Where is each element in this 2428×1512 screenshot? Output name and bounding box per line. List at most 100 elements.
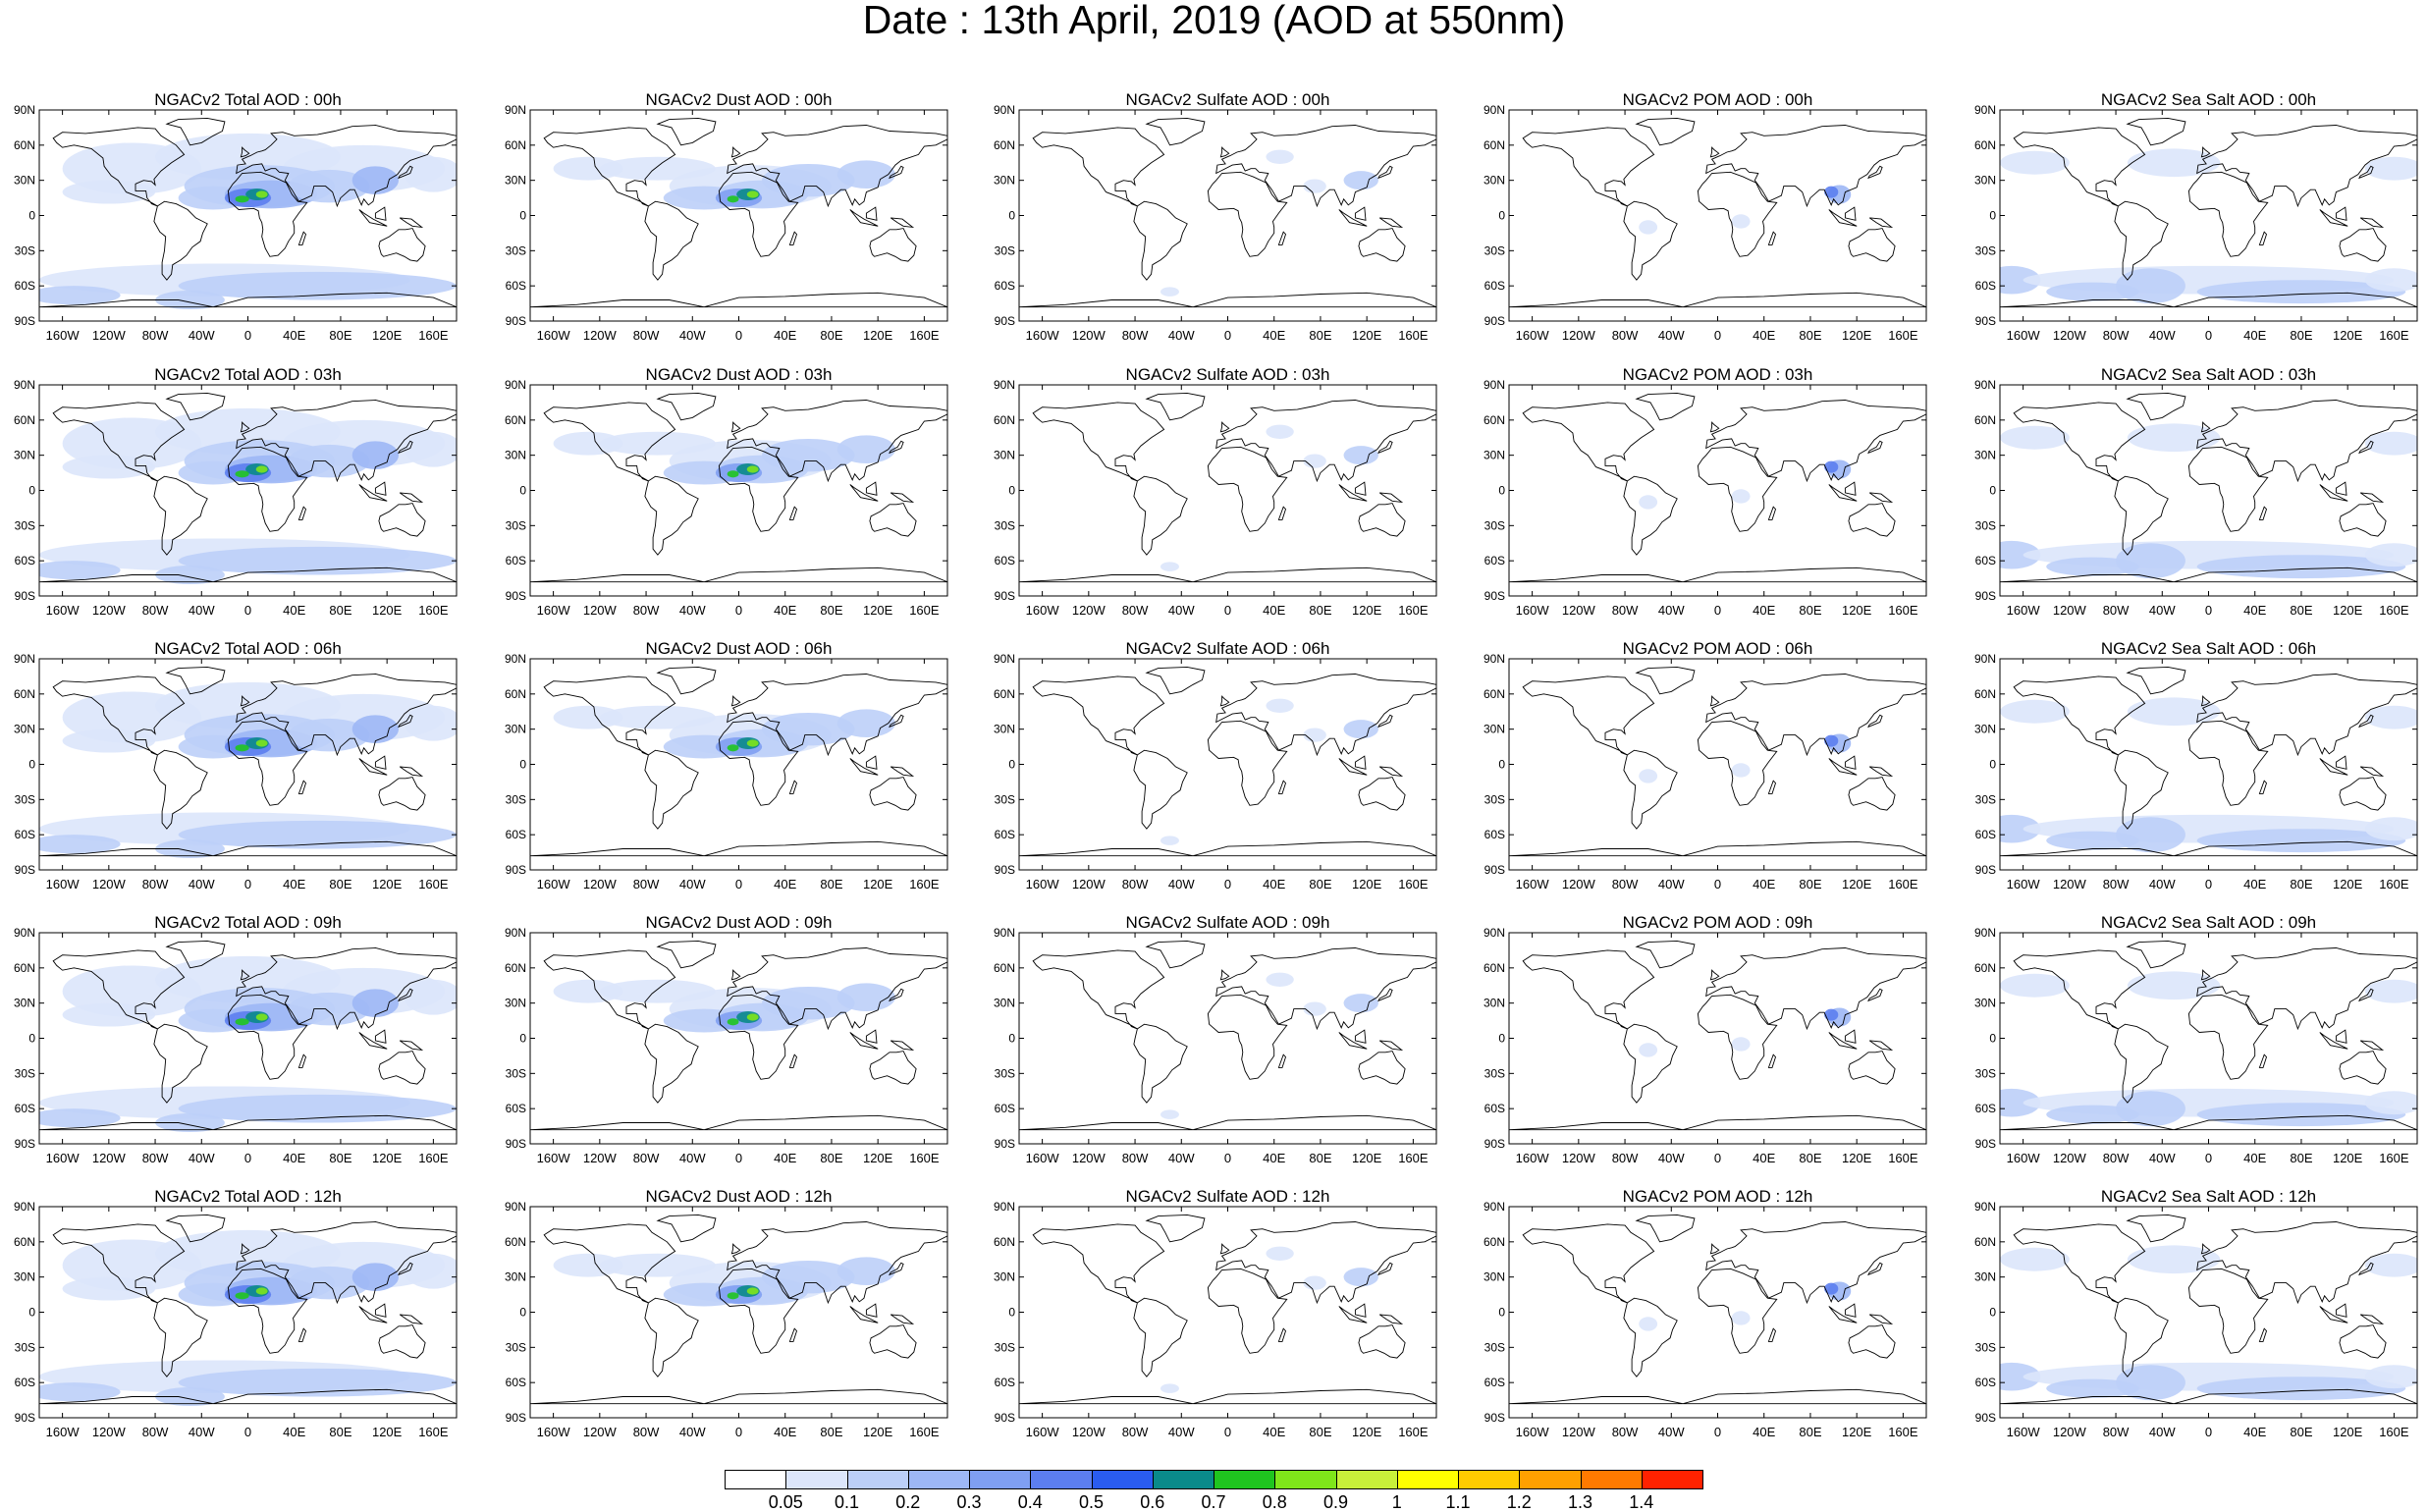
lon-tick-label: 160E	[1398, 1425, 1429, 1439]
lon-tick-label: 120W	[2053, 877, 2087, 891]
lat-tick-label: 90S	[1484, 1411, 1505, 1425]
lat-tick-label: 0	[1008, 484, 1015, 498]
colorbar-label: 0.4	[1017, 1492, 1043, 1512]
coastline	[2126, 666, 2186, 695]
aod-field-patch	[2364, 268, 2417, 293]
coastline	[1019, 1114, 1436, 1131]
lon-tick-label: 160W	[46, 1425, 81, 1439]
colorbar-swatch	[907, 1470, 970, 1489]
aod-field-patch	[351, 715, 399, 743]
map-panel-pom-row2: NGACv2 POM AOD : 03h 90N 60N 30N 0 30S 60S 90S 1…	[1470, 365, 1949, 621]
coastline	[1844, 481, 1857, 496]
coastline	[530, 292, 947, 308]
coastline	[1522, 675, 1655, 756]
coastline	[398, 714, 413, 729]
world-map: 90N 60N 30N 0 30S 60S 90S 160W 120W 80W 40W 0 40E 80E…	[505, 1200, 948, 1439]
aod-field-patch	[1639, 220, 1658, 235]
coastline	[153, 200, 208, 281]
lat-tick-label: 60S	[1975, 1376, 1996, 1389]
coastline	[1354, 481, 1367, 496]
coastline	[1697, 446, 1778, 532]
lon-tick-label: 160E	[1398, 603, 1429, 618]
lat-tick-label: 90N	[1484, 926, 1505, 940]
coastline	[1019, 292, 1436, 308]
map-panel-pom-row4: NGACv2 POM AOD : 09h 90N 60N 30N 0 30S 60S 90S 1…	[1470, 913, 1949, 1168]
coastline	[889, 1262, 904, 1276]
coastline	[1522, 127, 1655, 207]
lon-tick-label: 0	[244, 1425, 251, 1439]
lon-tick-label: 120E	[372, 1425, 403, 1439]
lon-tick-label: 0	[2205, 328, 2212, 343]
coastline	[718, 171, 799, 257]
lon-tick-label: 0	[2205, 1425, 2212, 1439]
coastline	[39, 1388, 457, 1405]
aod-field-patch	[2364, 156, 2417, 181]
coastline	[1867, 165, 1883, 180]
coastline	[2013, 1223, 2146, 1304]
world-map: 90N 60N 30N 0 30S 60S 90S 160W 120W 80W 40W 0 40E 80E…	[505, 652, 948, 891]
coastline	[890, 1314, 915, 1325]
coastline	[1509, 292, 1926, 308]
map-panel-dust-row2: NGACv2 Dust AOD : 03h 90N 60N 30N 0 30S 60S 90S…	[491, 365, 970, 621]
lon-tick-label: 80E	[1309, 1425, 1331, 1439]
coastline	[1145, 1214, 1206, 1243]
coastline	[1019, 1388, 1436, 1405]
aod-field-patch	[1303, 454, 1326, 468]
colorbar-swatch	[1396, 1470, 1459, 1489]
lon-tick-label: 40E	[283, 328, 305, 343]
lat-tick-label: 60N	[1484, 413, 1505, 427]
lon-tick-label: 80W	[1122, 1425, 1149, 1439]
coastline	[727, 674, 947, 757]
coastline	[1867, 1262, 1883, 1276]
coastline	[1019, 840, 1436, 857]
lon-tick-label: 120W	[2053, 603, 2087, 618]
lat-tick-label: 90S	[1484, 1137, 1505, 1151]
coastline	[1709, 1243, 1720, 1255]
coastline	[543, 949, 676, 1030]
world-map: 90N 60N 30N 0 30S 60S 90S 160W 120W 80W 40W 0 40E 80E…	[1484, 652, 1927, 891]
lon-tick-label: 120E	[1352, 1425, 1382, 1439]
aod-field-patch	[2364, 1365, 2417, 1389]
lon-tick-label: 0	[735, 603, 742, 618]
lon-tick-label: 160W	[537, 877, 571, 891]
lon-tick-label: 120E	[863, 877, 893, 891]
aod-field-patch	[1303, 1275, 1326, 1290]
lat-tick-label: 0	[1008, 1306, 1015, 1320]
lon-tick-label: 40E	[1753, 877, 1775, 891]
world-map: 90N 60N 30N 0 30S 60S 90S 160W 120W 80W 40W 0 40E 80E…	[14, 652, 458, 891]
lon-tick-label: 160W	[537, 328, 571, 343]
lat-tick-label: 30N	[1484, 1270, 1505, 1284]
aod-field-patch	[836, 435, 895, 464]
aod-field-patch	[553, 156, 623, 181]
coastline	[1709, 969, 1720, 981]
aod-field-patch	[746, 190, 759, 198]
lon-tick-label: 40E	[774, 1425, 796, 1439]
aod-field-patch	[351, 166, 399, 194]
colorbar-swatch	[1519, 1470, 1582, 1489]
lon-tick-label: 120W	[1072, 877, 1106, 891]
aod-field-patch	[235, 1018, 249, 1026]
coastline	[2258, 780, 2268, 794]
coastline	[1019, 567, 1436, 583]
map-panel-total-row2: NGACv2 Total AOD : 03h 90N 60N 30N 0 30S 60S 90…	[0, 365, 479, 621]
lon-tick-label: 160W	[537, 1425, 571, 1439]
coastline	[1378, 1040, 1404, 1052]
lat-tick-label: 0	[1008, 1032, 1015, 1046]
coastline	[165, 392, 226, 421]
coastline	[1377, 988, 1393, 1002]
aod-field-patch	[2000, 150, 2070, 175]
lat-tick-label: 90S	[995, 863, 1015, 877]
world-map: 90N 60N 30N 0 30S 60S 90S 160W 120W 80W 40W 0 40E 80E…	[505, 378, 948, 618]
lat-tick-label: 60S	[1484, 1102, 1505, 1115]
map-panel-sea_salt-row2: NGACv2 Sea Salt AOD : 03h 90N 60N 30N 0 30S 60…	[1961, 365, 2428, 621]
lon-tick-label: 120E	[372, 603, 403, 618]
panel-title: NGACv2 POM AOD : 06h	[1622, 639, 1813, 658]
map-panel-dust-row4: NGACv2 Dust AOD : 09h 90N 60N 30N 0 30S 60S 90S…	[491, 913, 970, 1168]
map-panel-sulfate-row4: NGACv2 Sulfate AOD : 09h 90N 60N 30N 0 30S 60S…	[980, 913, 1459, 1168]
world-map: 90N 60N 30N 0 30S 60S 90S 160W 120W 80W 40W 0 40E 80E…	[1974, 378, 2418, 618]
aod-field-patch	[2196, 1103, 2406, 1127]
lon-tick-label: 80E	[1309, 603, 1331, 618]
coastline	[399, 766, 424, 778]
map-panel-sea_salt-row1: NGACv2 Sea Salt AOD : 00h 90N 60N 30N 0 30S 60…	[1961, 90, 2428, 346]
lon-tick-label: 80W	[633, 1425, 660, 1439]
